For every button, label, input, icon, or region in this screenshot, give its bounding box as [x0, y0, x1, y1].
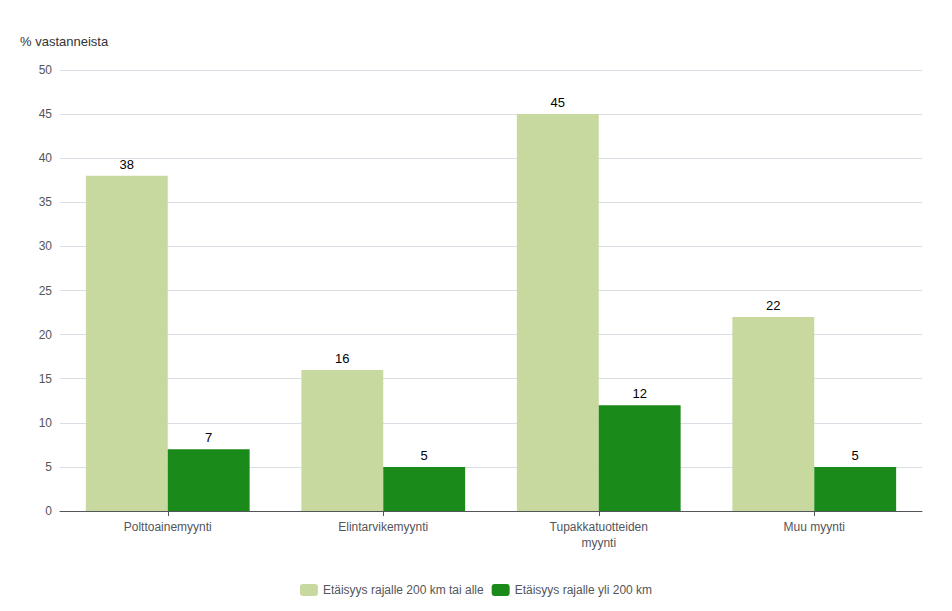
svg-text:5: 5: [421, 448, 428, 463]
svg-text:45: 45: [551, 95, 565, 110]
svg-text:7: 7: [205, 430, 212, 445]
svg-text:35: 35: [39, 195, 53, 209]
svg-text:38: 38: [120, 157, 134, 172]
svg-text:20: 20: [39, 328, 53, 342]
svg-text:Elintarvikemyynti: Elintarvikemyynti: [338, 520, 428, 534]
svg-text:40: 40: [39, 151, 53, 165]
svg-text:45: 45: [39, 107, 53, 121]
svg-text:16: 16: [335, 351, 349, 366]
svg-text:% vastanneista: % vastanneista: [20, 34, 109, 49]
svg-text:myynti: myynti: [581, 536, 616, 550]
svg-text:Tupakkatuotteiden: Tupakkatuotteiden: [550, 520, 648, 534]
svg-text:25: 25: [39, 284, 53, 298]
svg-text:12: 12: [632, 386, 646, 401]
svg-text:5: 5: [852, 448, 859, 463]
svg-text:15: 15: [39, 372, 53, 386]
svg-text:Polttoainemyynti: Polttoainemyynti: [124, 520, 212, 534]
svg-text:Muu myynti: Muu myynti: [784, 520, 845, 534]
svg-text:Etäisyys rajalle 200 km tai al: Etäisyys rajalle 200 km tai alle: [323, 583, 484, 597]
svg-text:5: 5: [45, 460, 52, 474]
svg-text:Etäisyys rajalle yli 200 km: Etäisyys rajalle yli 200 km: [515, 583, 652, 597]
svg-text:22: 22: [766, 298, 780, 313]
svg-text:50: 50: [39, 63, 53, 77]
svg-text:30: 30: [39, 239, 53, 253]
svg-text:0: 0: [45, 504, 52, 518]
svg-text:10: 10: [39, 416, 53, 430]
